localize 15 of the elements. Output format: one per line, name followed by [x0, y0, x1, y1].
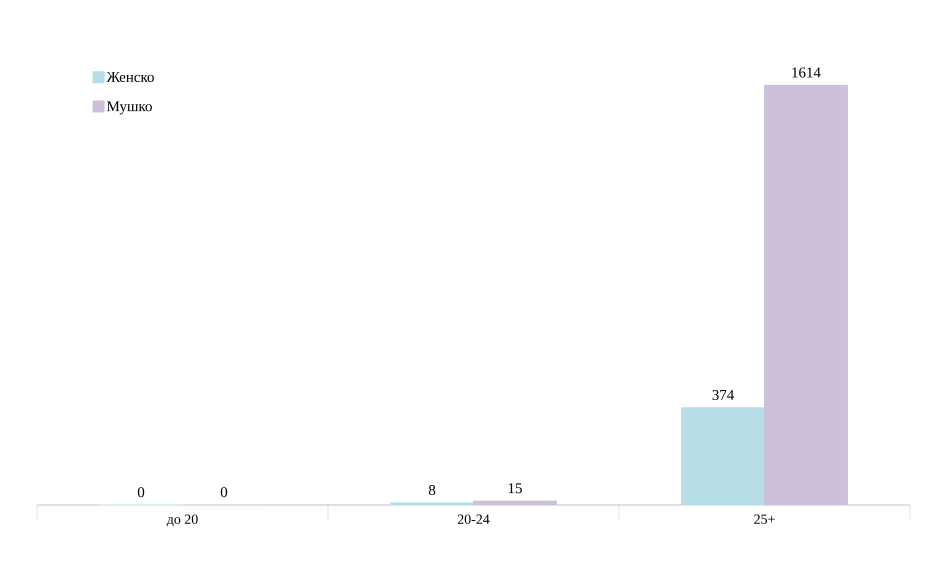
bar	[681, 407, 766, 506]
bar	[764, 84, 848, 506]
x-tick-label: 25+	[754, 514, 775, 524]
data-label: 15	[508, 483, 522, 494]
data-label: 0	[220, 487, 228, 498]
bar	[473, 500, 557, 506]
data-label: 1614	[792, 67, 821, 78]
data-label: 8	[428, 485, 436, 496]
legend-label: Мушко	[106, 101, 152, 114]
x-tick-label: 20-24	[458, 514, 490, 524]
data-label: 374	[712, 390, 734, 400]
x-tick-label: до 20	[166, 514, 198, 526]
legend-label: Женско	[106, 72, 154, 82]
bar	[390, 502, 474, 506]
data-label: 0	[138, 487, 144, 498]
